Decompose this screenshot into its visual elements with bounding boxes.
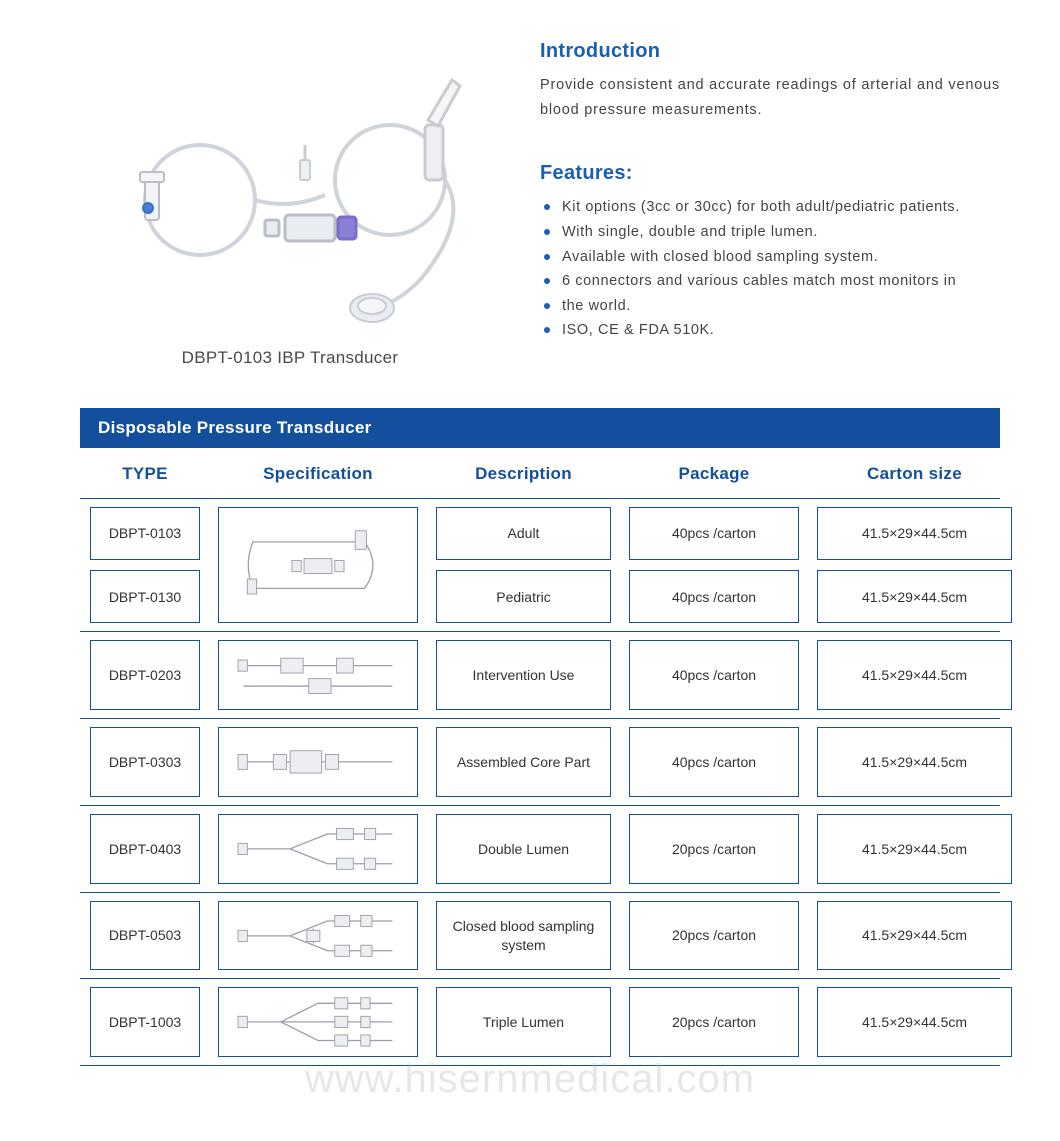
- package-cell: 20pcs /carton: [629, 814, 799, 884]
- table-row: DBPT-0103 DBPT-0130 Adult Pediatric 40pcs /…: [80, 499, 1000, 631]
- table-title: Disposable Pressure Transducer: [80, 408, 1000, 448]
- carton-cell: 41.5×29×44.5cm: [817, 901, 1012, 971]
- feature-item: the world.: [544, 294, 1000, 319]
- table-row: DBPT-0203 Intervention Use40pcs /carton4…: [80, 632, 1000, 718]
- introduction-title: Introduction: [540, 40, 1000, 63]
- features-list: Kit options (3cc or 30cc) for both adult…: [540, 195, 1000, 343]
- description-cell: Triple Lumen: [436, 987, 611, 1057]
- column-headers: TYPE Specification Description Package C…: [80, 448, 1000, 498]
- type-cell: DBPT-0130: [90, 570, 200, 623]
- carton-cell: 41.5×29×44.5cm: [817, 570, 1012, 623]
- spec-diagram-cell: [218, 640, 418, 710]
- features-title: Features:: [540, 162, 1000, 185]
- row-separator: [80, 1065, 1000, 1066]
- feature-item: 6 connectors and various cables match mo…: [544, 269, 1000, 294]
- type-cell: DBPT-0403: [90, 814, 200, 884]
- spec-diagram-cell: [218, 987, 418, 1057]
- col-header-spec: Specification: [218, 464, 418, 484]
- spec-diagram-cell: [218, 901, 418, 971]
- product-caption: DBPT-0103 IBP Transducer: [182, 348, 399, 368]
- col-header-carton: Carton size: [817, 464, 1012, 484]
- carton-cell: 41.5×29×44.5cm: [817, 640, 1012, 710]
- table-row: DBPT-0503 Closed blood sampling system 20…: [80, 893, 1000, 979]
- description-cell: Pediatric: [436, 570, 611, 623]
- feature-item: ISO, CE & FDA 510K.: [544, 318, 1000, 343]
- product-image-column: DBPT-0103 IBP Transducer: [80, 20, 500, 368]
- table-row: DBPT-0403 Double Lumen20pcs /carton41.5×…: [80, 806, 1000, 892]
- spec-diagram-cell: [218, 814, 418, 884]
- carton-cell: 41.5×29×44.5cm: [817, 987, 1012, 1057]
- type-cell: DBPT-0303: [90, 727, 200, 797]
- description-cell: Intervention Use: [436, 640, 611, 710]
- table-row: DBPT-1003 Triple Lumen20pcs /carton41.5×…: [80, 979, 1000, 1065]
- type-cell: DBPT-0103: [90, 507, 200, 560]
- type-cell: DBPT-0203: [90, 640, 200, 710]
- description-cell: Adult: [436, 507, 611, 560]
- feature-item: Kit options (3cc or 30cc) for both adult…: [544, 195, 1000, 220]
- spec-table: Disposable Pressure Transducer TYPE Spec…: [0, 408, 1060, 1066]
- package-cell: 40pcs /carton: [629, 507, 799, 560]
- description-cell: Closed blood sampling system: [436, 901, 611, 971]
- col-header-type: TYPE: [90, 464, 200, 484]
- top-section: DBPT-0103 IBP Transducer Introduction Pr…: [0, 20, 1060, 408]
- carton-cell: 41.5×29×44.5cm: [817, 814, 1012, 884]
- introduction-text: Provide consistent and accurate readings…: [540, 73, 1000, 122]
- transducer-illustration-icon: [90, 50, 490, 330]
- table-row: DBPT-0303 Assembled Core Part 40pcs /cart…: [80, 719, 1000, 805]
- carton-cell: 41.5×29×44.5cm: [817, 727, 1012, 797]
- package-cell: 20pcs /carton: [629, 987, 799, 1057]
- feature-item: With single, double and triple lumen.: [544, 220, 1000, 245]
- page: DBPT-0103 IBP Transducer Introduction Pr…: [0, 0, 1060, 1106]
- description-cell: Assembled Core Part: [436, 727, 611, 797]
- feature-item: Available with closed blood sampling sys…: [544, 245, 1000, 270]
- package-cell: 40pcs /carton: [629, 570, 799, 623]
- carton-cell: 41.5×29×44.5cm: [817, 507, 1012, 560]
- spec-diagram-cell: [218, 727, 418, 797]
- text-column: Introduction Provide consistent and accu…: [540, 20, 1000, 368]
- col-header-desc: Description: [436, 464, 611, 484]
- product-illustration: [90, 50, 490, 330]
- col-header-package: Package: [629, 464, 799, 484]
- package-cell: 40pcs /carton: [629, 640, 799, 710]
- package-cell: 40pcs /carton: [629, 727, 799, 797]
- type-cell: DBPT-0503: [90, 901, 200, 971]
- spec-diagram-cell: [218, 507, 418, 623]
- package-cell: 20pcs /carton: [629, 901, 799, 971]
- description-cell: Double Lumen: [436, 814, 611, 884]
- table-rows: DBPT-0103 DBPT-0130 Adult Pediatric 40pcs /…: [80, 498, 1000, 1066]
- type-cell: DBPT-1003: [90, 987, 200, 1057]
